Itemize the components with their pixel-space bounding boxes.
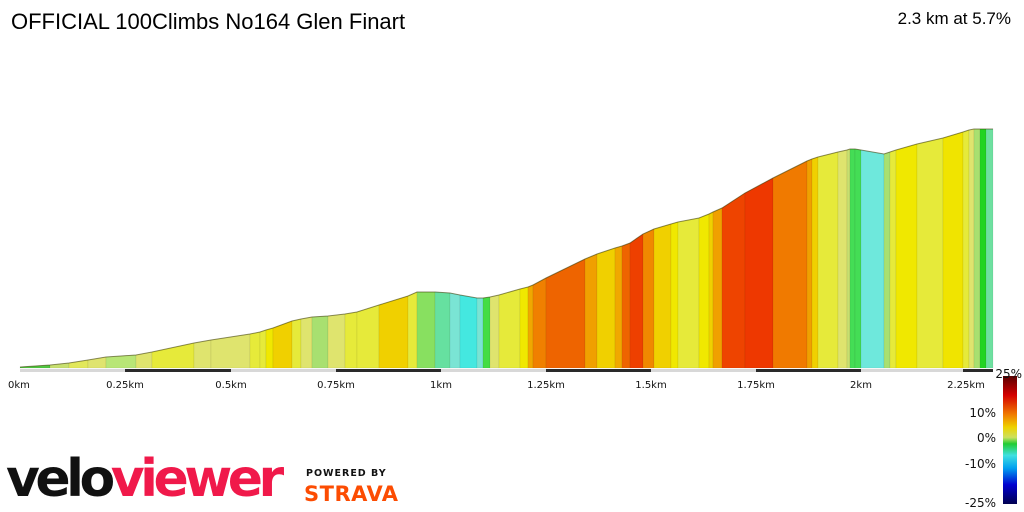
gradient-segment: [498, 288, 521, 369]
axis-bar-dark: [963, 369, 993, 372]
gradient-segment: [527, 284, 534, 369]
gradient-segment: [973, 128, 981, 369]
gradient-segment: [519, 286, 529, 369]
gradient-segment: [698, 213, 710, 369]
x-tick-label: 2km: [850, 380, 872, 391]
gradient-segment: [846, 148, 851, 369]
gradient-segment: [489, 294, 500, 369]
gradient-segment: [272, 320, 293, 369]
gradient-segment: [895, 143, 918, 369]
gradient-segment: [596, 247, 616, 369]
gradient-segment: [916, 137, 944, 369]
strava-logo[interactable]: STRAVA: [304, 482, 399, 506]
gradient-segment: [772, 160, 808, 369]
gradient-segment: [670, 221, 679, 369]
gradient-segment: [356, 304, 380, 369]
gradient-segment: [837, 149, 848, 369]
gradient-segment: [614, 245, 623, 369]
gradient-segment: [817, 151, 839, 369]
gradient-segment: [721, 192, 746, 369]
gradient-segment: [968, 128, 975, 369]
axis-bar-light: [20, 369, 993, 372]
x-tick-label: 1.5km: [635, 380, 666, 391]
legend-label: 10%: [969, 406, 996, 420]
gradient-segment: [300, 316, 313, 369]
gradient-segment: [476, 297, 484, 369]
gradient-segment: [291, 318, 302, 369]
axis-bar-dark: [546, 369, 651, 372]
gradient-legend: 25% 10% 0% -10% -25%: [965, 367, 1022, 510]
veloviewer-logo[interactable]: veloviewer: [6, 449, 284, 509]
axis-bar-dark: [125, 369, 231, 372]
page-title: OFFICIAL 100Climbs No164 Glen Finart: [11, 9, 406, 34]
gradient-segment: [378, 295, 409, 369]
gradient-segment: [708, 211, 714, 369]
gradient-segment: [744, 177, 774, 369]
x-tick-label: 1.25km: [527, 380, 565, 391]
gradient-segment: [416, 291, 436, 369]
gradient-segment: [407, 291, 418, 369]
gradient-segment: [962, 129, 970, 369]
gradient-segment: [653, 223, 672, 369]
gradient-segment: [985, 128, 994, 369]
gradient-segment: [979, 128, 987, 369]
x-tick-label: 0.25km: [106, 380, 144, 391]
legend-label: 0%: [977, 431, 996, 445]
gradient-segment: [621, 242, 631, 369]
gradient-segment: [584, 253, 598, 369]
gradient-segment: [883, 151, 891, 369]
gradient-segment: [151, 342, 195, 369]
logo-velo: velo: [6, 449, 115, 509]
legend-label: -10%: [965, 457, 996, 471]
elevation-outline: [19, 128, 993, 368]
gradient-segment: [311, 315, 329, 369]
gradient-segment: [449, 292, 461, 369]
climb-summary: 2.3 km at 5.7%: [897, 9, 1011, 28]
gradient-segment: [434, 291, 451, 369]
gradient-segment: [889, 149, 897, 369]
gradient-segment: [642, 228, 655, 369]
gradient-segment: [942, 131, 964, 369]
gradient-segment: [532, 277, 547, 369]
x-tick-label: 1km: [430, 380, 452, 391]
gradient-segment: [849, 148, 856, 369]
gradient-segment: [249, 331, 261, 369]
gradient-segment: [259, 329, 267, 369]
x-tick-label: 0.5km: [215, 380, 246, 391]
gradient-color-scale: [1003, 376, 1017, 504]
gradient-segment: [854, 148, 862, 369]
gradient-segment: [193, 339, 212, 369]
logo-viewer: viewer: [110, 449, 284, 509]
gradient-segment: [712, 207, 723, 369]
gradient-segment: [677, 217, 700, 369]
x-tick-label: 2.25km: [947, 380, 985, 391]
legend-label: -25%: [965, 496, 996, 510]
gradient-segment: [344, 311, 358, 369]
gradient-segment: [860, 149, 885, 369]
x-tick-label: 0km: [8, 380, 30, 391]
gradient-segments: [19, 128, 994, 369]
axis-bar-dark: [756, 369, 861, 372]
gradient-segment: [806, 158, 813, 369]
axis-bar-dark: [336, 369, 441, 372]
legend-label: 25%: [995, 367, 1022, 381]
gradient-segment: [265, 327, 274, 369]
gradient-segment: [811, 156, 819, 369]
distance-axis-ticks: 0km 0.25km 0.5km 0.75km 1km 1.25km 1.5km 1.75km…: [8, 380, 985, 391]
gradient-segment: [459, 294, 478, 369]
powered-by-label: POWERED BY: [306, 468, 387, 479]
gradient-segment: [482, 296, 491, 369]
distance-axis-bar: [20, 369, 993, 372]
gradient-segment: [629, 233, 644, 369]
x-tick-label: 1.75km: [737, 380, 775, 391]
x-tick-label: 0.75km: [317, 380, 355, 391]
gradient-segment: [327, 313, 346, 369]
